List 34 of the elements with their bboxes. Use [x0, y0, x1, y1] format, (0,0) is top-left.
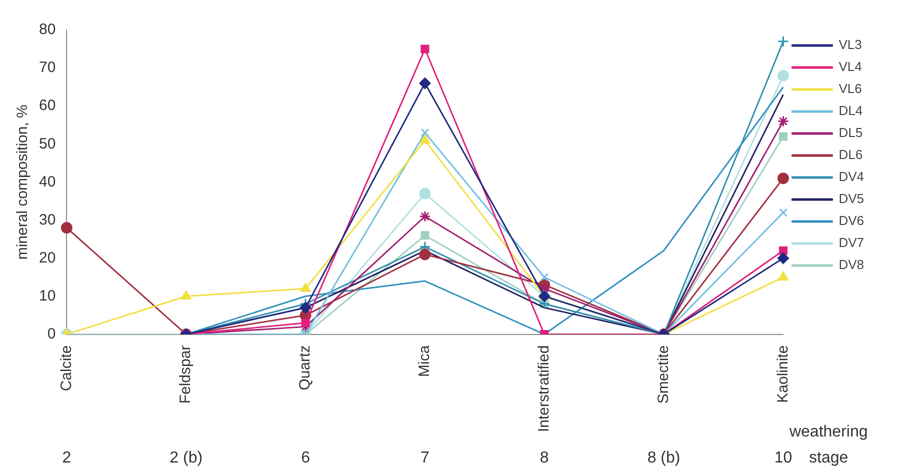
legend-label: DV8	[838, 257, 864, 272]
y-tick-label: 30	[38, 211, 56, 228]
text: 6	[301, 449, 310, 466]
y-tick-label: 70	[38, 59, 56, 76]
text: 2	[62, 449, 72, 466]
legend-label: DV4	[838, 169, 864, 184]
legend-label: VL6	[838, 81, 862, 96]
y-tick-label: 40	[38, 173, 56, 190]
legend-label: VL4	[838, 59, 862, 74]
y-tick-label: 10	[38, 287, 56, 304]
y-tick-label: 50	[38, 135, 56, 152]
legend-label: VL3	[838, 37, 862, 52]
text: 7	[420, 449, 430, 466]
legend-label: DV6	[838, 213, 864, 228]
legend-label: DV7	[838, 235, 864, 250]
legend-label: DL6	[838, 147, 863, 162]
x-tick-label: Quartz	[296, 345, 314, 390]
text: 8 (b)	[647, 449, 680, 466]
y-tick-label: 80	[38, 21, 56, 38]
legend-label: DV5	[838, 191, 864, 206]
x-tick-label: Smectite	[654, 345, 672, 404]
text: 2 (b)	[170, 449, 203, 466]
y-tick-label: 20	[38, 249, 56, 266]
x-tick-label: Kaolinite	[774, 345, 792, 403]
y-axis-title: mineral composition, %	[14, 104, 32, 260]
legend-label: DL4	[838, 103, 863, 118]
y-tick-label: 60	[38, 97, 56, 114]
x-tick-label: Feldspar	[177, 345, 194, 404]
x-tick-label: Interstratified	[536, 345, 553, 432]
x-tick-label: Mica	[416, 344, 434, 377]
legend-label: DL5	[838, 125, 863, 140]
y-tick-label: 0	[47, 325, 56, 342]
x-tick-label: Calcite	[58, 345, 75, 392]
text: 8	[540, 449, 549, 466]
